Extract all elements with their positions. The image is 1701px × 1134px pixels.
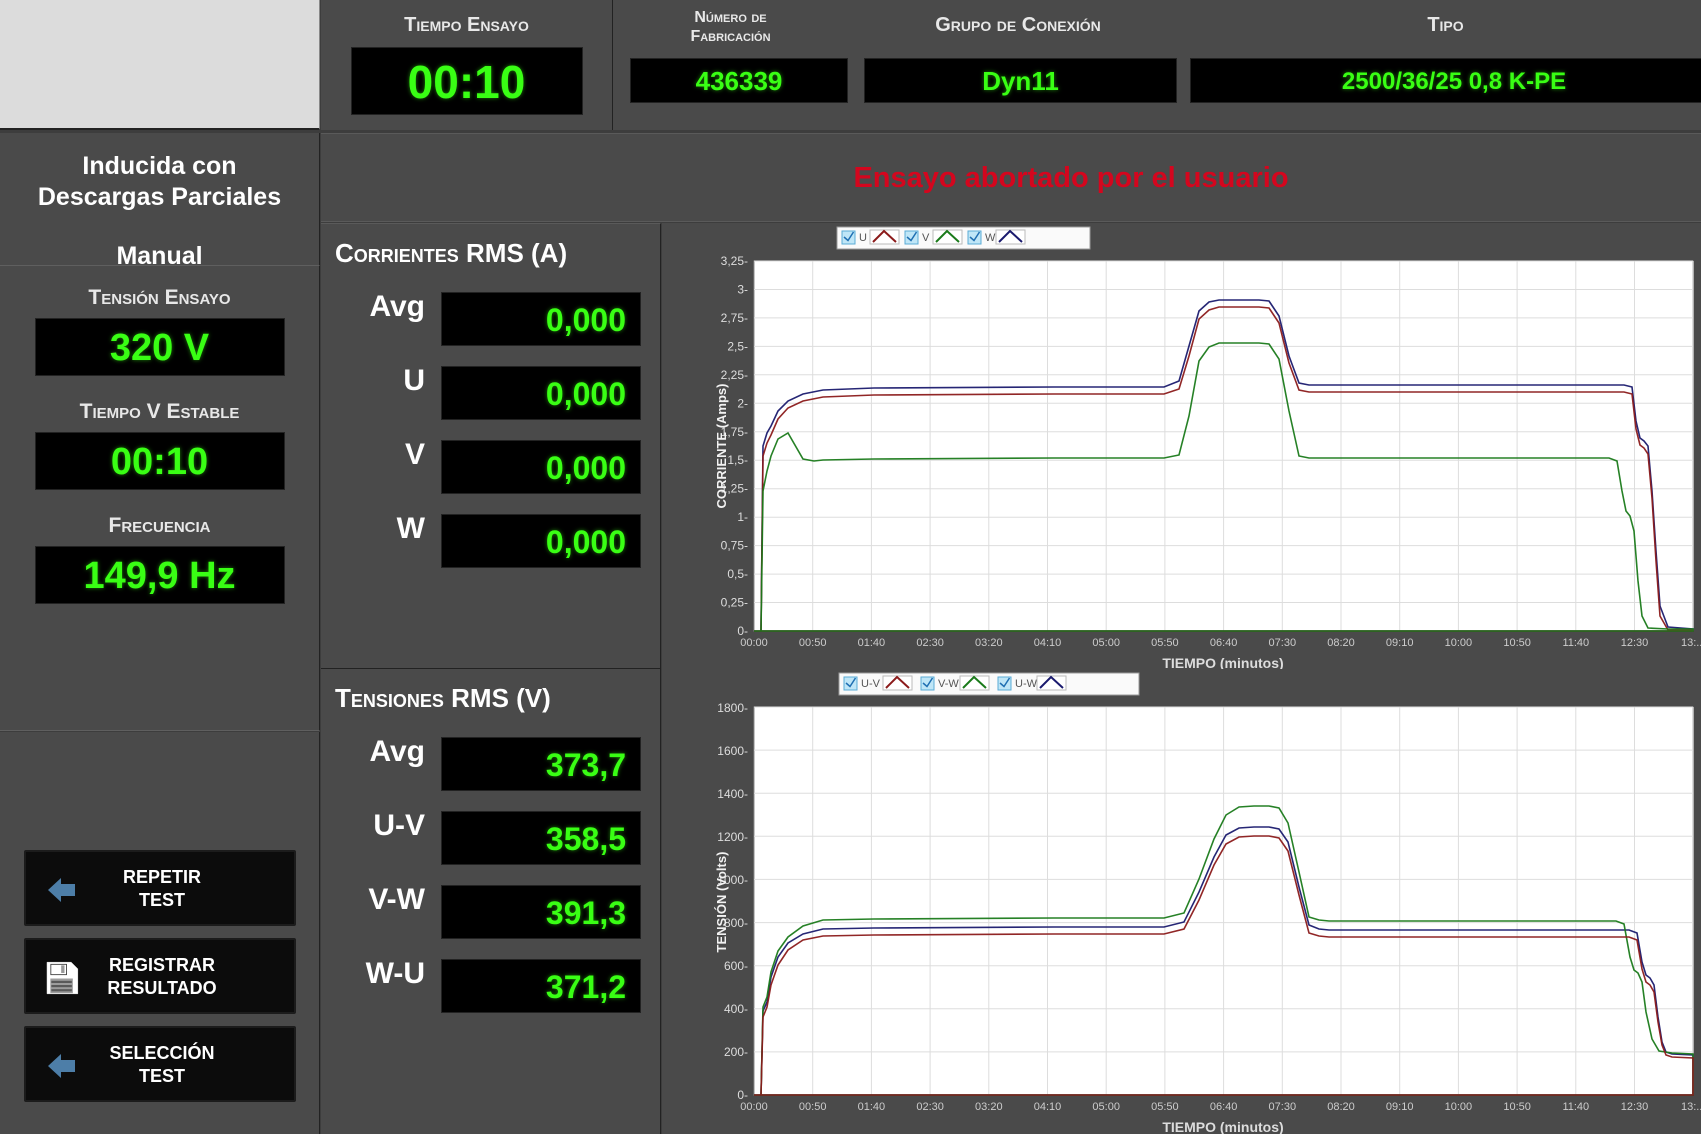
svg-text:W: W: [985, 232, 996, 244]
svg-text:1,5-: 1,5-: [727, 453, 748, 467]
svg-text:07:30: 07:30: [1269, 1101, 1297, 1113]
svg-text:2,5-: 2,5-: [727, 339, 748, 353]
svg-text:01:40: 01:40: [858, 1101, 886, 1113]
svg-text:00:00: 00:00: [740, 637, 768, 649]
svg-text:V: V: [922, 232, 930, 244]
svg-text:2,75-: 2,75-: [721, 311, 748, 325]
svg-text:05:50: 05:50: [1151, 637, 1179, 649]
svg-text:09:10: 09:10: [1386, 637, 1414, 649]
svg-text:02:30: 02:30: [916, 637, 944, 649]
svg-text:07:30: 07:30: [1269, 637, 1297, 649]
svg-text:V-W: V-W: [938, 678, 959, 690]
svg-text:0,75-: 0,75-: [721, 539, 748, 553]
svg-text:2-: 2-: [737, 396, 748, 410]
svg-text:3,25-: 3,25-: [721, 254, 748, 268]
svg-text:02:30: 02:30: [916, 1101, 944, 1113]
svg-text:05:00: 05:00: [1092, 1101, 1120, 1113]
svg-text:TIEMPO (minutos): TIEMPO (minutos): [1162, 655, 1283, 669]
svg-text:05:50: 05:50: [1151, 1101, 1179, 1113]
svg-text:400-: 400-: [724, 1002, 748, 1016]
svg-text:CORRIENTE (Amps): CORRIENTE (Amps): [714, 384, 729, 509]
svg-text:06:40: 06:40: [1210, 1101, 1238, 1113]
svg-text:11:40: 11:40: [1562, 1101, 1589, 1113]
svg-text:13:...: 13:...: [1681, 637, 1701, 649]
svg-text:1800-: 1800-: [717, 701, 748, 715]
svg-text:0-: 0-: [737, 1088, 748, 1102]
svg-text:12:30: 12:30: [1621, 1101, 1649, 1113]
svg-text:TENSIÓN (Volts): TENSIÓN (Volts): [714, 852, 729, 953]
svg-text:06:40: 06:40: [1210, 637, 1238, 649]
svg-text:10:50: 10:50: [1503, 637, 1531, 649]
svg-text:U: U: [859, 232, 867, 244]
svg-text:01:40: 01:40: [858, 637, 886, 649]
svg-text:1600-: 1600-: [717, 744, 748, 758]
svg-text:03:20: 03:20: [975, 637, 1003, 649]
svg-text:U-V: U-V: [861, 678, 881, 690]
svg-text:0-: 0-: [737, 624, 748, 638]
svg-text:2,25-: 2,25-: [721, 368, 748, 382]
svg-text:1200-: 1200-: [717, 830, 748, 844]
svg-text:1-: 1-: [737, 510, 748, 524]
svg-text:3-: 3-: [737, 283, 748, 297]
svg-text:TIEMPO (minutos): TIEMPO (minutos): [1162, 1119, 1283, 1134]
svg-text:600-: 600-: [724, 959, 748, 973]
svg-text:08:20: 08:20: [1327, 637, 1355, 649]
svg-text:00:50: 00:50: [799, 637, 827, 649]
svg-text:1400-: 1400-: [717, 787, 748, 801]
svg-text:13:...: 13:...: [1681, 1101, 1701, 1113]
svg-text:00:00: 00:00: [740, 1101, 768, 1113]
svg-text:U-W: U-W: [1015, 678, 1038, 690]
svg-text:200-: 200-: [724, 1045, 748, 1059]
svg-text:03:20: 03:20: [975, 1101, 1003, 1113]
svg-text:10:00: 10:00: [1445, 637, 1473, 649]
svg-text:0,5-: 0,5-: [727, 567, 748, 581]
svg-text:00:50: 00:50: [799, 1101, 827, 1113]
svg-text:05:00: 05:00: [1092, 637, 1120, 649]
svg-text:04:10: 04:10: [1034, 1101, 1062, 1113]
svg-text:10:00: 10:00: [1445, 1101, 1473, 1113]
svg-text:04:10: 04:10: [1034, 637, 1062, 649]
svg-text:08:20: 08:20: [1327, 1101, 1355, 1113]
svg-text:0,25-: 0,25-: [721, 596, 748, 610]
svg-text:10:50: 10:50: [1503, 1101, 1531, 1113]
svg-text:12:30: 12:30: [1621, 637, 1649, 649]
svg-text:09:10: 09:10: [1386, 1101, 1414, 1113]
svg-text:11:40: 11:40: [1562, 637, 1589, 649]
